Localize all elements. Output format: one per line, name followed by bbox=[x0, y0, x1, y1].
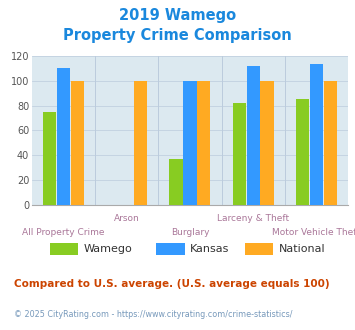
Text: Wamego: Wamego bbox=[83, 244, 132, 254]
Text: Burglary: Burglary bbox=[171, 228, 209, 237]
Bar bbox=[169, 159, 182, 205]
Bar bbox=[310, 63, 323, 205]
Text: Motor Vehicle Theft: Motor Vehicle Theft bbox=[272, 228, 355, 237]
Bar bbox=[57, 68, 70, 205]
Bar bbox=[197, 81, 211, 205]
Bar bbox=[324, 81, 337, 205]
Text: Kansas: Kansas bbox=[190, 244, 229, 254]
Text: National: National bbox=[279, 244, 325, 254]
Bar bbox=[261, 81, 274, 205]
Text: © 2025 CityRating.com - https://www.cityrating.com/crime-statistics/: © 2025 CityRating.com - https://www.city… bbox=[14, 310, 293, 319]
Text: Larceny & Theft: Larceny & Theft bbox=[217, 214, 289, 222]
Text: All Property Crime: All Property Crime bbox=[22, 228, 105, 237]
Bar bbox=[71, 81, 84, 205]
Text: Arson: Arson bbox=[114, 214, 140, 222]
Bar bbox=[183, 81, 197, 205]
Text: Property Crime Comparison: Property Crime Comparison bbox=[63, 28, 292, 43]
Text: Compared to U.S. average. (U.S. average equals 100): Compared to U.S. average. (U.S. average … bbox=[14, 279, 330, 289]
Bar bbox=[296, 99, 309, 205]
Bar bbox=[246, 66, 260, 205]
Bar bbox=[233, 103, 246, 205]
Bar bbox=[134, 81, 147, 205]
Bar bbox=[43, 112, 56, 205]
Text: 2019 Wamego: 2019 Wamego bbox=[119, 8, 236, 23]
